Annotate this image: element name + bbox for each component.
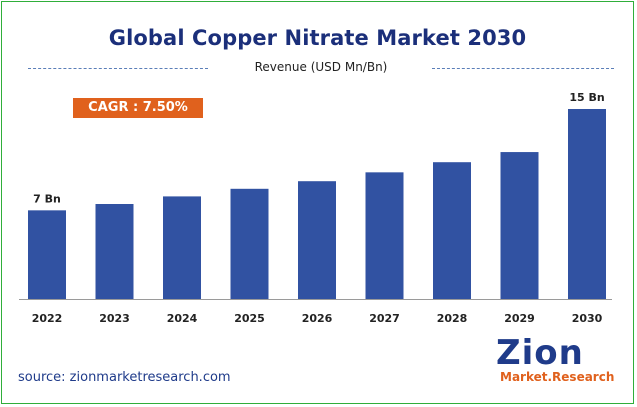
bar-2029 <box>500 152 539 299</box>
x-tick-label-2025: 2025 <box>234 312 265 325</box>
logo-subtext: Market.Research <box>500 370 615 384</box>
subtitle-row: Revenue (USD Mn/Bn) <box>28 60 614 76</box>
bar-2022 <box>28 210 66 299</box>
subtitle-divider-left <box>28 68 208 69</box>
x-tick-label-2027: 2027 <box>369 312 400 325</box>
bar-2025 <box>230 188 269 299</box>
x-tick-label-2029: 2029 <box>504 312 535 325</box>
source-text: source: zionmarketresearch.com <box>18 370 231 385</box>
chart-subtitle: Revenue (USD Mn/Bn) <box>254 60 388 74</box>
bar-2023 <box>95 204 134 299</box>
bar-2030 <box>568 109 606 299</box>
x-tick-label-2023: 2023 <box>99 312 130 325</box>
data-label-2030: 15 Bn <box>569 91 604 104</box>
data-label-2022: 7 Bn <box>33 192 61 205</box>
bar-2028 <box>433 162 471 299</box>
chart-title: Global Copper Nitrate Market 2030 <box>108 26 527 50</box>
cagr-badge: CAGR : 7.50% <box>73 98 203 118</box>
x-tick-label-2022: 2022 <box>32 312 63 325</box>
bar-2026 <box>298 181 336 299</box>
x-tick-label-2028: 2028 <box>437 312 468 325</box>
bar-2024 <box>163 196 201 299</box>
x-tick-label-2030: 2030 <box>572 312 603 325</box>
zion-logo: Zion Market.Research <box>496 333 614 388</box>
x-tick-label-2024: 2024 <box>167 312 198 325</box>
logo-wordmark: Zion <box>496 333 584 373</box>
x-tick-label-2026: 2026 <box>302 312 333 325</box>
subtitle-divider-right <box>432 68 614 69</box>
bar-2027 <box>365 172 404 299</box>
